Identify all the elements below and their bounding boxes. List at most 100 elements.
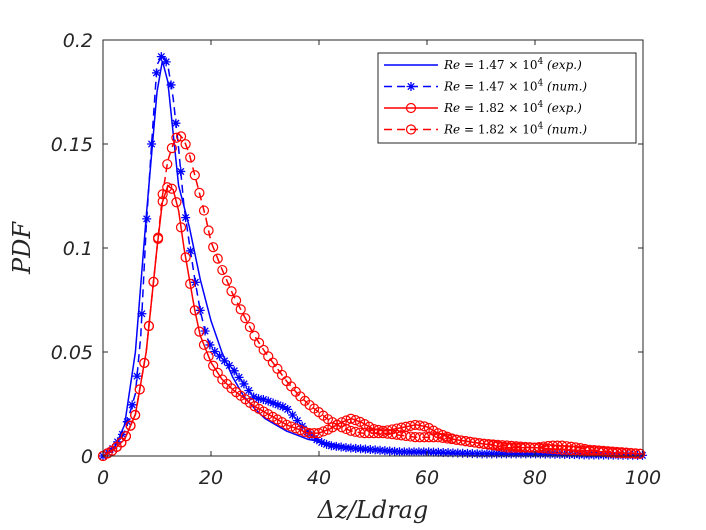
data-point <box>317 437 327 447</box>
data-point <box>492 449 502 459</box>
legend-box <box>377 52 637 144</box>
data-point <box>189 170 200 181</box>
data-point <box>208 360 219 371</box>
x-tick-label: 40 <box>307 467 331 489</box>
data-point <box>292 416 302 426</box>
data-point <box>205 340 215 350</box>
data-point <box>414 420 425 431</box>
data-point <box>331 441 341 451</box>
data-point <box>240 313 251 324</box>
data-point <box>185 246 195 256</box>
data-point <box>356 444 366 454</box>
data-point <box>453 448 463 458</box>
data-point <box>341 423 352 435</box>
data-point <box>254 394 264 404</box>
data-point <box>312 435 322 445</box>
data-point <box>443 448 453 458</box>
legend-marker <box>406 82 416 91</box>
axis-ticks: 0 20 40 60 80 100 0 0.05 0.1 0.15 0.2 <box>51 30 661 489</box>
data-point <box>166 143 177 154</box>
y-tick-label: 0.15 <box>51 134 93 156</box>
data-point <box>370 445 380 455</box>
data-point <box>148 276 159 287</box>
data-point <box>286 421 297 432</box>
data-point <box>351 443 361 453</box>
data-point <box>147 139 157 149</box>
data-point <box>166 183 177 194</box>
data-point <box>210 346 220 356</box>
legend-entry: Re = 1.82 × 104 (exp.) <box>443 100 582 115</box>
data-point <box>278 402 288 412</box>
data-point <box>125 420 136 431</box>
legend-entry: Re = 1.47 × 104 (exp.) <box>443 57 582 72</box>
data-point <box>288 410 298 420</box>
data-point <box>203 225 214 236</box>
data-point <box>226 286 237 297</box>
data-point <box>162 182 173 193</box>
data-point <box>283 404 293 414</box>
data-point <box>122 417 132 427</box>
data-point <box>360 444 370 454</box>
data-point <box>151 68 161 78</box>
data-point <box>341 443 351 453</box>
data-point <box>231 295 242 306</box>
data-point <box>171 197 182 208</box>
data-point <box>511 449 521 459</box>
data-point <box>244 385 254 395</box>
data-point <box>263 396 273 406</box>
data-point <box>313 428 324 439</box>
legend-marker <box>405 124 417 135</box>
data-point <box>535 449 545 459</box>
data-point <box>472 449 482 459</box>
data-point <box>295 425 306 436</box>
data-point <box>220 356 229 366</box>
data-point <box>281 419 292 430</box>
data-point <box>433 447 443 457</box>
data-point <box>185 152 196 163</box>
legend-entry: Re = 1.47 × 104 (num.) <box>443 79 587 94</box>
y-tick-label: 0 <box>81 446 93 468</box>
plot-area <box>97 52 647 462</box>
legend-entry: Re = 1.82 × 104 (num.) <box>443 122 587 137</box>
data-point <box>350 415 361 426</box>
series-line <box>102 132 644 457</box>
data-point <box>166 80 176 90</box>
data-point <box>438 447 448 457</box>
data-point <box>365 445 375 455</box>
data-point <box>545 449 555 459</box>
data-point <box>526 449 536 459</box>
data-point <box>302 427 312 437</box>
x-axis-label: Δz/Ldrag <box>317 496 429 524</box>
data-point <box>127 400 137 410</box>
data-point <box>540 449 550 459</box>
data-point <box>253 337 265 348</box>
data-point <box>419 447 429 457</box>
data-point <box>117 429 127 439</box>
data-point <box>198 205 210 216</box>
data-point <box>175 222 187 233</box>
data-point <box>156 52 166 62</box>
x-tick-label: 0 <box>97 467 109 489</box>
data-point <box>419 421 430 432</box>
data-point <box>326 441 336 451</box>
legend: Re = 1.47 × 104 (exp.) Re = 1.47 × 104 (n… <box>377 52 637 144</box>
data-point <box>516 449 526 459</box>
data-point <box>171 118 181 128</box>
y-tick-label: 0.05 <box>51 342 93 364</box>
data-point <box>346 443 356 453</box>
data-point <box>208 242 219 253</box>
data-point <box>458 448 468 458</box>
data-point <box>217 264 228 276</box>
data-point <box>501 449 511 459</box>
x-tick-label: 60 <box>415 467 439 489</box>
data-point <box>215 351 225 361</box>
data-point <box>137 309 147 319</box>
data-point <box>272 363 283 374</box>
series-4 <box>97 131 646 462</box>
data-point <box>630 448 641 459</box>
data-point <box>200 326 210 336</box>
data-point <box>506 449 516 459</box>
data-point <box>171 132 182 143</box>
x-tick-label: 20 <box>199 467 223 489</box>
